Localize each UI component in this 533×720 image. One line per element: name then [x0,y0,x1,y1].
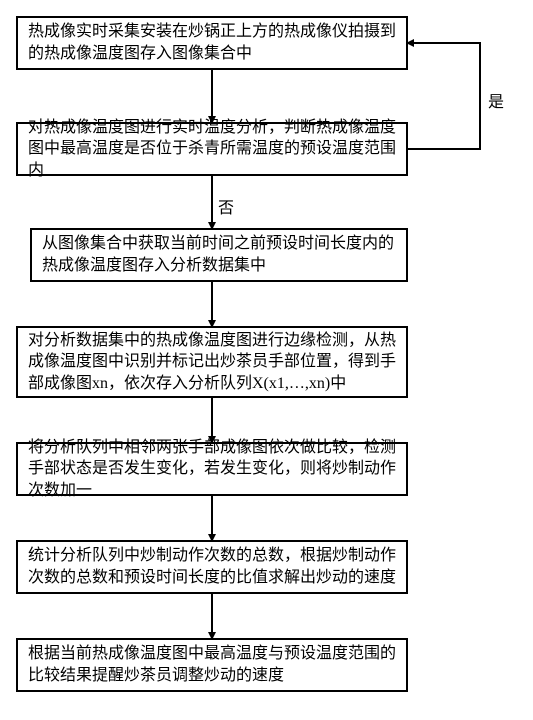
flow-node-n1: 热成像实时采集安装在炒锅正上方的热成像仪拍摄到的热成像温度图存入图像集合中 [16,16,408,70]
flow-node-text: 将分析队列中相邻两张手部成像图依次做比较，检测手部状态是否发生变化，若发生变化，… [28,437,396,502]
flowchart-canvas: 热成像实时采集安装在炒锅正上方的热成像仪拍摄到的热成像温度图存入图像集合中对热成… [0,0,533,720]
flow-node-n4: 对分析数据集中的热成像温度图进行边缘检测，从热成像温度图中识别并标记出炒茶员手部… [16,326,408,398]
flow-node-text: 对分析数据集中的热成像温度图进行边缘检测，从热成像温度图中识别并标记出炒茶员手部… [28,330,396,395]
flow-node-text: 对热成像温度图进行实时温度分析，判断热成像温度图中最高温度是否位于杀青所需温度的… [28,117,396,182]
edge-label-lbl_yes: 是 [488,88,504,112]
flow-node-text: 根据当前热成像温度图中最高温度与预设温度范围的比较结果提醒炒茶员调整炒动的速度 [28,643,396,686]
edge-e_yes [408,43,480,149]
flow-node-text: 热成像实时采集安装在炒锅正上方的热成像仪拍摄到的热成像温度图存入图像集合中 [28,21,396,64]
flow-node-n2: 对热成像温度图进行实时温度分析，判断热成像温度图中最高温度是否位于杀青所需温度的… [16,122,408,176]
flow-node-text: 统计分析队列中炒制动作次数的总数，根据炒制动作次数的总数和预设时间长度的比值求解… [28,545,396,588]
flow-node-n6: 统计分析队列中炒制动作次数的总数，根据炒制动作次数的总数和预设时间长度的比值求解… [16,540,408,594]
flow-node-text: 从图像集合中获取当前时间之前预设时间长度内的热成像温度图存入分析数据集中 [42,233,396,276]
edge-label-lbl_no: 否 [218,194,234,218]
flow-node-n3: 从图像集合中获取当前时间之前预设时间长度内的热成像温度图存入分析数据集中 [30,228,408,282]
flow-node-n7: 根据当前热成像温度图中最高温度与预设温度范围的比较结果提醒炒茶员调整炒动的速度 [16,638,408,692]
flow-node-n5: 将分析队列中相邻两张手部成像图依次做比较，检测手部状态是否发生变化，若发生变化，… [16,442,408,496]
